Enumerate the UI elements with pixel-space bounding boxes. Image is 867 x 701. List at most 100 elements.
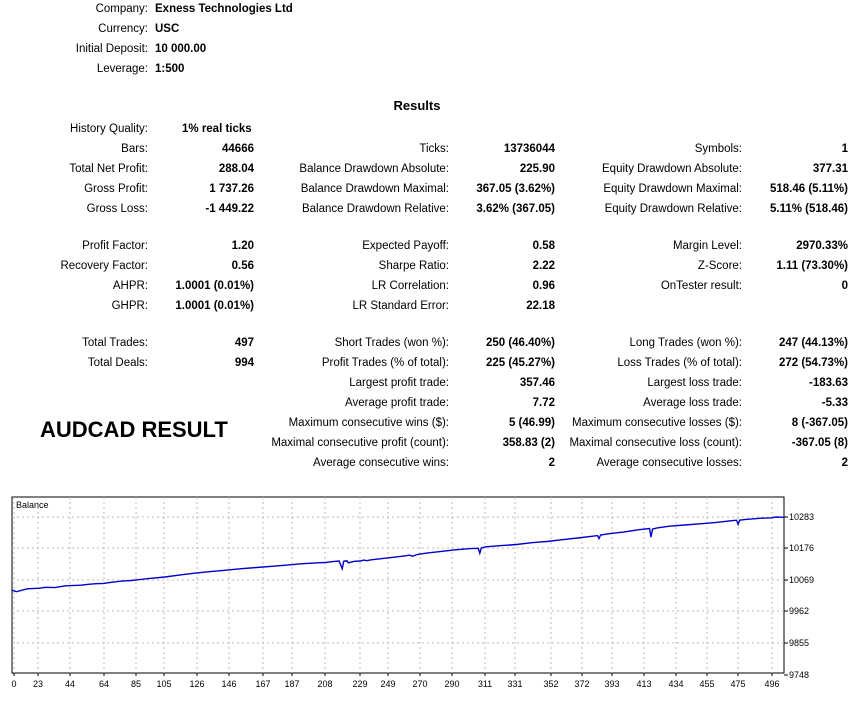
deposit-label: Initial Deposit: [75, 43, 148, 55]
col2-value: 225 (45.27%) [485, 357, 555, 369]
company-label: Company: [95, 3, 148, 15]
x-tick-label: 229 [352, 679, 367, 689]
col2-value: 2 [548, 457, 555, 469]
col1-label: AHPR: [112, 280, 148, 292]
col3-label: Maximal consecutive loss (count): [569, 437, 742, 449]
col2-label: Average consecutive wins: [313, 457, 449, 469]
col2-value: 3.62% (367.05) [476, 203, 555, 215]
col2-label: LR Standard Error: [352, 300, 449, 312]
x-tick-label: 146 [221, 679, 236, 689]
col3-value: 377.31 [812, 163, 848, 175]
col2-value: 5 (46.99) [508, 417, 555, 429]
chart-grid [12, 497, 784, 673]
col3-value: 8 (-367.05) [791, 417, 848, 429]
col1-label: Recovery Factor: [60, 260, 148, 272]
col1-value: 0.56 [231, 260, 254, 272]
x-tick-label: 126 [189, 679, 204, 689]
col3-label: Z-Score: [697, 260, 742, 272]
col2-value: 0.96 [532, 280, 555, 292]
x-tick-label: 455 [699, 679, 714, 689]
y-tick-label: 9962 [789, 606, 809, 616]
col1-label: Total Net Profit: [69, 163, 148, 175]
col3-value: 272 (54.73%) [778, 357, 848, 369]
symbol-banner: AUDCAD RESULT [40, 417, 228, 442]
col2-label: Profit Trades (% of total): [321, 357, 449, 369]
col3-value: 2 [841, 457, 848, 469]
col1-value: -1 449.22 [205, 203, 254, 215]
x-tick-label: 105 [156, 679, 171, 689]
col1-value: 1.0001 (0.01%) [175, 300, 254, 312]
x-tick-label: 0 [11, 679, 16, 689]
col1-value: 994 [234, 357, 254, 369]
y-tick-label: 10283 [789, 512, 814, 522]
col2-value: 0.58 [532, 240, 555, 252]
col2-label: Balance Drawdown Maximal: [300, 183, 449, 195]
col2-value: 367.05 (3.62%) [476, 183, 555, 195]
x-tick-label: 187 [284, 679, 299, 689]
x-tick-label: 352 [543, 679, 558, 689]
x-tick-label: 64 [99, 679, 109, 689]
col1-label: GHPR: [111, 300, 148, 312]
col3-value: 1.11 (73.30%) [776, 260, 848, 272]
col3-label: Equity Drawdown Relative: [604, 203, 742, 215]
y-tick-label: 10176 [789, 543, 814, 553]
x-tick-label: 372 [574, 679, 589, 689]
x-tick-label: 331 [507, 679, 522, 689]
currency-value: USC [155, 23, 180, 35]
company-value: Exness Technologies Ltd [155, 3, 293, 15]
x-tick-label: 23 [33, 679, 43, 689]
leverage-label: Leverage: [96, 63, 148, 75]
col2-label: Largest profit trade: [349, 377, 449, 389]
col3-label: Maximum consecutive losses ($): [572, 417, 742, 429]
col2-value: 7.72 [532, 397, 555, 409]
col3-label: Symbols: [694, 143, 742, 155]
history-quality-label: History Quality: [70, 123, 148, 135]
col2-value: 22.18 [526, 300, 555, 312]
col2-label: Average profit trade: [345, 397, 449, 409]
x-tick-label: 311 [478, 679, 492, 689]
col3-label: Average loss trade: [643, 397, 742, 409]
col1-value: 497 [234, 337, 254, 349]
col2-value: 13736044 [503, 143, 555, 155]
col1-value: 288.04 [218, 163, 254, 175]
col3-label: Equity Drawdown Maximal: [603, 183, 742, 195]
col2-label: Expected Payoff: [362, 240, 449, 252]
col2-label: Ticks: [419, 143, 449, 155]
col2-value: 357.46 [519, 377, 555, 389]
y-tick-label: 9855 [789, 638, 809, 648]
col2-value: 2.22 [532, 260, 555, 272]
col3-value: -367.05 (8) [791, 437, 848, 449]
x-tick-label: 434 [668, 679, 683, 689]
x-axis-ticks: 0 23 44 64 85 105 126 146 167 187 208 229 249 270 290 3… [11, 673, 780, 689]
col2-value: 250 (46.40%) [485, 337, 555, 349]
deposit-value: 10 000.00 [155, 43, 207, 55]
col3-value: 5.11% (518.46) [769, 203, 848, 215]
balance-chart: Balance 10283 10176 10069 9962 9855 9748 0 23 4… [11, 496, 814, 689]
col1-label: Gross Loss: [86, 203, 148, 215]
col3-label: OnTester result: [660, 280, 742, 292]
col2-label: Maximum consecutive wins ($): [288, 417, 449, 429]
col1-value: 44666 [222, 143, 254, 155]
x-tick-label: 85 [131, 679, 141, 689]
x-tick-label: 167 [255, 679, 270, 689]
y-axis-ticks: 10283 10176 10069 9962 9855 9748 [784, 512, 814, 680]
col3-label: Margin Level: [672, 240, 742, 252]
x-tick-label: 496 [764, 679, 779, 689]
chart-frame [11, 496, 785, 674]
col1-value: 1.20 [231, 240, 254, 252]
col2-label: Sharpe Ratio: [378, 260, 449, 272]
x-tick-label: 290 [444, 679, 459, 689]
y-tick-label: 9748 [789, 670, 809, 680]
y-tick-label: 10069 [789, 575, 814, 585]
col3-value: -5.33 [821, 397, 848, 409]
col3-label: Long Trades (won %): [629, 337, 742, 349]
x-tick-label: 44 [65, 679, 75, 689]
col2-value: 358.83 (2) [502, 437, 555, 449]
x-tick-label: 208 [317, 679, 332, 689]
col1-label: Bars: [121, 143, 148, 155]
col3-value: -183.63 [808, 377, 848, 389]
col1-value: 1 737.26 [209, 183, 254, 195]
col1-label: Total Deals: [87, 357, 148, 369]
currency-label: Currency: [98, 23, 148, 35]
col1-label: Gross Profit: [84, 183, 148, 195]
